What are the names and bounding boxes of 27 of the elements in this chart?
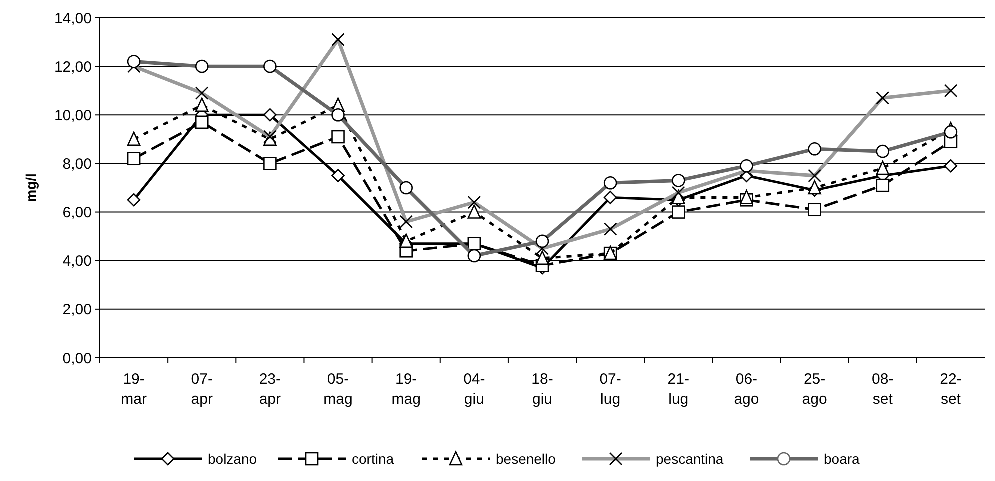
y-tick-label: 8,00 <box>62 156 92 173</box>
x-tick-label: 08-set <box>872 371 894 408</box>
legend-label: boara <box>824 450 860 467</box>
x-tick-label: 07-apr <box>191 371 213 408</box>
x-tick-label: 19-mar <box>121 371 147 408</box>
x-tick-label: 22-set <box>940 371 962 408</box>
legend-label: pescantina <box>656 450 724 467</box>
y-tick-label: 12,00 <box>54 58 92 76</box>
x-tick-label: 19-mag <box>392 371 421 408</box>
y-tick-label: 14,00 <box>54 10 92 28</box>
y-axis-title: mg/l <box>23 174 39 202</box>
legend-label: besenello <box>496 450 556 467</box>
x-tick-label: 04-giu <box>464 371 486 408</box>
y-tick-label: 0,00 <box>62 350 92 368</box>
legend-label: cortina <box>352 450 394 467</box>
y-tick-label: 6,00 <box>62 204 92 222</box>
x-tick-label: 06-ago <box>734 371 760 408</box>
x-tick-label: 07-lug <box>600 371 622 408</box>
y-tick-label: 2,00 <box>62 302 92 319</box>
legend-label: bolzano <box>208 450 258 467</box>
x-tick-label: 21-lug <box>668 371 690 408</box>
x-tick-label: 23-apr <box>259 371 282 408</box>
x-tick-label: 25-ago <box>802 371 828 408</box>
x-tick-label: 05-mag <box>324 371 353 408</box>
y-tick-label: 4,00 <box>62 253 92 270</box>
y-tick-label: 10,00 <box>54 107 92 124</box>
x-tick-label: 18-giu <box>532 371 554 408</box>
